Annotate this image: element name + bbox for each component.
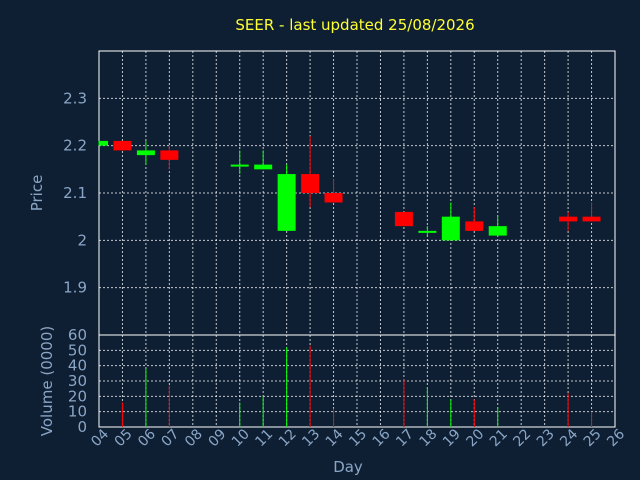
candle-19 <box>441 202 460 241</box>
candle-05 <box>113 140 132 151</box>
volume-tick-label: 20 <box>68 387 87 405</box>
price-tick-label: 1.9 <box>63 279 87 297</box>
candle-body <box>230 164 249 167</box>
candle-10 <box>230 150 249 175</box>
candle-18 <box>418 226 437 236</box>
candle-body <box>488 226 507 236</box>
x-tick-label: 20 <box>463 426 487 450</box>
x-tick-label: 18 <box>417 426 441 450</box>
x-tick-label: 24 <box>557 426 581 450</box>
x-tick-label: 13 <box>299 426 323 450</box>
volume-tick-label: 30 <box>68 372 87 390</box>
x-tick-label: 07 <box>159 426 183 450</box>
x-tick-label: 16 <box>370 426 394 450</box>
price-grid <box>99 51 615 335</box>
candle-12 <box>277 164 296 231</box>
x-tick-label: 22 <box>510 426 534 450</box>
x-tick-label: 23 <box>534 426 558 450</box>
candle-24 <box>559 211 578 231</box>
x-tick-label: 11 <box>252 426 276 450</box>
candle-body <box>559 216 578 222</box>
price-y-ticks: 1.9 2 2.1 2.2 2.3 <box>63 89 87 296</box>
volume-tick-label: 60 <box>68 326 87 344</box>
volume-axis-label: Volume (0000) <box>38 326 56 436</box>
x-tick-label: 26 <box>604 426 628 450</box>
candle-body <box>418 230 437 233</box>
price-axis-label: Price <box>28 175 46 212</box>
candle-body <box>160 150 179 160</box>
candle-11 <box>254 150 273 170</box>
chart-title: SEER - last updated 25/08/2026 <box>235 16 474 34</box>
x-tick-label: 19 <box>440 426 464 450</box>
x-tick-label: 12 <box>276 426 300 450</box>
price-tick-label: 2 <box>77 231 87 249</box>
x-tick-label: 21 <box>487 426 511 450</box>
x-tick-label: 08 <box>182 426 206 450</box>
candle-body <box>441 216 460 241</box>
candle-13 <box>301 136 320 208</box>
x-tick-label: 10 <box>229 426 253 450</box>
x-tick-label: 06 <box>135 426 159 450</box>
candle-17 <box>394 211 413 227</box>
volume-tick-label: 50 <box>68 341 87 359</box>
candle-body <box>99 140 108 146</box>
volume-bars <box>121 345 593 427</box>
candle-body <box>136 150 155 156</box>
x-tick-label: 04 <box>88 426 112 450</box>
candle-14 <box>324 178 343 203</box>
candle-body <box>277 174 296 231</box>
candle-21 <box>488 216 507 236</box>
volume-grid <box>99 335 615 427</box>
volume-tick-label: 0 <box>77 418 87 436</box>
x-tick-label: 09 <box>205 426 229 450</box>
candle-body <box>582 216 601 222</box>
candle-07 <box>160 145 179 170</box>
candle-body <box>254 164 273 170</box>
x-tick-label: 17 <box>393 426 417 450</box>
x-axis-label: Day <box>333 458 363 476</box>
price-tick-label: 2.1 <box>63 184 87 202</box>
candle-body <box>113 140 132 151</box>
price-tick-label: 2.3 <box>63 89 87 107</box>
x-tick-label: 14 <box>323 426 347 450</box>
candle-body <box>324 193 343 203</box>
candle-25 <box>582 202 601 222</box>
candle-04 <box>98 140 108 146</box>
candle-20 <box>465 207 484 231</box>
candles <box>98 136 601 241</box>
x-tick-label: 15 <box>346 426 370 450</box>
candle-body <box>301 174 320 193</box>
candle-06 <box>136 140 155 165</box>
candle-body <box>465 221 484 231</box>
x-tick-label: 25 <box>581 426 605 450</box>
volume-tick-label: 40 <box>68 357 87 375</box>
price-tick-label: 2.2 <box>63 137 87 155</box>
x-tick-label: 05 <box>112 426 136 450</box>
volume-tick-label: 10 <box>68 403 87 421</box>
x-axis-ticks: 04 05 06 07 08 09 10 11 12 13 14 15 16 17 18 19 20 21 22 23… <box>88 426 628 450</box>
candle-body <box>394 211 413 227</box>
